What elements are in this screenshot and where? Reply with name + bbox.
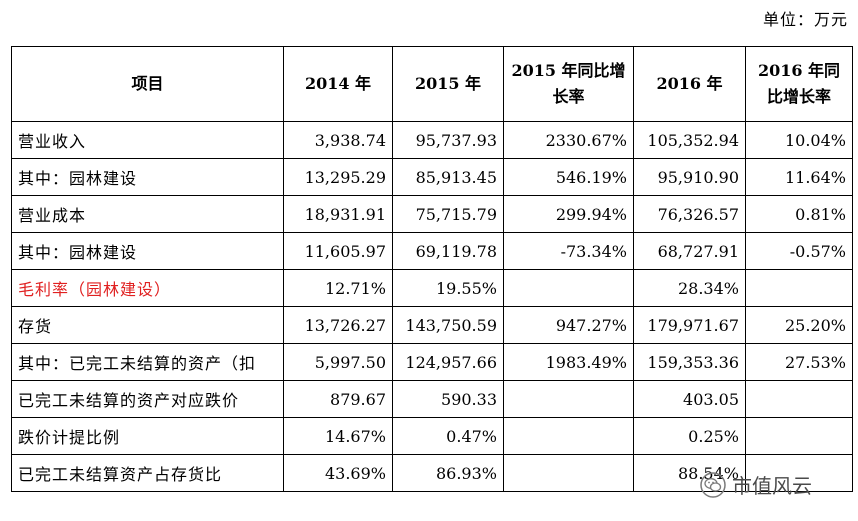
row-label: 其中：已完工未结算的资产（扣	[11, 343, 284, 381]
row-label: 营业成本	[11, 195, 284, 233]
table-cell: 590.33	[392, 380, 504, 418]
table-cell: 85,913.45	[392, 158, 504, 196]
table-cell: 13,295.29	[283, 158, 393, 196]
table-cell: 88.54%	[633, 454, 746, 492]
row-label: 跌价计提比例	[11, 417, 284, 455]
table-cell: 68,727.91	[633, 232, 746, 270]
header-2015: 2015 年	[392, 46, 504, 122]
table-row: 跌价计提比例 14.67% 0.47% 0.25%	[11, 417, 853, 455]
row-label: 营业收入	[11, 121, 284, 159]
table-cell: 19.55%	[392, 269, 504, 307]
table-cell: 86.93%	[392, 454, 504, 492]
table-cell: 11.64%	[745, 158, 853, 196]
table-row: 其中：已完工未结算的资产（扣 5,997.50 124,957.66 1983.49%…	[11, 343, 853, 381]
table-row: 已完工未结算的资产对应跌价 879.67 590.33 403.05	[11, 380, 853, 418]
table-cell: 13,726.27	[283, 306, 393, 344]
table-cell	[503, 417, 634, 455]
row-label: 已完工未结算的资产对应跌价	[11, 380, 284, 418]
row-label: 存货	[11, 306, 284, 344]
table-cell: -73.34%	[503, 232, 634, 270]
table-cell: 5,997.50	[283, 343, 393, 381]
table-cell: 14.67%	[283, 417, 393, 455]
table-cell: 179,971.67	[633, 306, 746, 344]
table-row: 营业成本 18,931.91 75,715.79 299.94% 76,326.57 0.…	[11, 195, 853, 233]
table-cell	[745, 269, 853, 307]
table-cell: 3,938.74	[283, 121, 393, 159]
table-cell: 11,605.97	[283, 232, 393, 270]
table-cell	[745, 417, 853, 455]
table-cell	[745, 380, 853, 418]
table-cell: 1983.49%	[503, 343, 634, 381]
table-cell: 43.69%	[283, 454, 393, 492]
table-row: 营业收入 3,938.74 95,737.93 2330.67% 105,352.94 1…	[11, 121, 853, 159]
table-cell: 75,715.79	[392, 195, 504, 233]
table-cell: 2330.67%	[503, 121, 634, 159]
table-cell: 28.34%	[633, 269, 746, 307]
row-label: 毛利率（园林建设）	[11, 269, 284, 307]
table-cell: 143,750.59	[392, 306, 504, 344]
table-cell: 546.19%	[503, 158, 634, 196]
table-row: 其中：园林建设 11,605.97 69,119.78 -73.34% 68,727.9…	[11, 232, 853, 270]
table-cell: 76,326.57	[633, 195, 746, 233]
table-cell: 403.05	[633, 380, 746, 418]
table-cell: 12.71%	[283, 269, 393, 307]
table-cell: 0.47%	[392, 417, 504, 455]
table-cell: 95,910.90	[633, 158, 746, 196]
table-row: 存货 13,726.27 143,750.59 947.27% 179,971.67 25…	[11, 306, 853, 344]
table-cell: 25.20%	[745, 306, 853, 344]
table-cell: 299.94%	[503, 195, 634, 233]
table-cell	[745, 454, 853, 492]
table-header-row: 项目 2014 年 2015 年 2015 年同比增长率 2016 年 2016…	[11, 46, 853, 122]
table-cell: 18,931.91	[283, 195, 393, 233]
header-item: 项目	[11, 46, 284, 122]
table-cell	[503, 380, 634, 418]
header-2016-growth: 2016 年同比增长率	[745, 46, 853, 122]
row-label: 其中：园林建设	[11, 158, 284, 196]
table-cell	[503, 269, 634, 307]
table-cell: 0.81%	[745, 195, 853, 233]
financial-table: 项目 2014 年 2015 年 2015 年同比增长率 2016 年 2016…	[11, 46, 853, 492]
table-cell: 95,737.93	[392, 121, 504, 159]
table-cell: -0.57%	[745, 232, 853, 270]
table-cell: 947.27%	[503, 306, 634, 344]
table-row: 毛利率（园林建设） 12.71% 19.55% 28.34%	[11, 269, 853, 307]
table-cell: 10.04%	[745, 121, 853, 159]
table-row: 已完工未结算资产占存货比 43.69% 86.93% 88.54%	[11, 454, 853, 492]
table-cell	[503, 454, 634, 492]
table-row: 其中：园林建设 13,295.29 85,913.45 546.19% 95,910.9…	[11, 158, 853, 196]
table-cell: 105,352.94	[633, 121, 746, 159]
header-2016: 2016 年	[633, 46, 746, 122]
table-cell: 124,957.66	[392, 343, 504, 381]
table-cell: 159,353.36	[633, 343, 746, 381]
header-2014: 2014 年	[283, 46, 393, 122]
table-cell: 69,119.78	[392, 232, 504, 270]
row-label: 已完工未结算资产占存货比	[11, 454, 284, 492]
header-2015-growth: 2015 年同比增长率	[503, 46, 634, 122]
unit-label: 单位：万元	[762, 10, 848, 29]
table-cell: 27.53%	[745, 343, 853, 381]
row-label: 其中：园林建设	[11, 232, 284, 270]
table-cell: 0.25%	[633, 417, 746, 455]
table-cell: 879.67	[283, 380, 393, 418]
